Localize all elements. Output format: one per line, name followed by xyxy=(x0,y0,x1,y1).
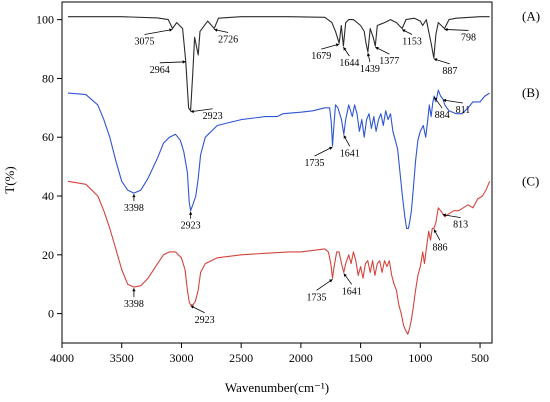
annotation-arrowhead xyxy=(433,229,437,233)
x-tick-label: 1000 xyxy=(408,351,432,365)
annotation-label: 1153 xyxy=(402,36,422,47)
series-label: (C) xyxy=(522,173,539,188)
x-tick-label: 3000 xyxy=(169,351,193,365)
annotation-arrow xyxy=(314,146,333,157)
annotation-label: 2964 xyxy=(150,65,170,76)
annotation-label: 1377 xyxy=(379,56,399,67)
annotation-arrowhead xyxy=(329,146,333,150)
annotation-label: 813 xyxy=(453,220,468,231)
annotation-arrowhead xyxy=(132,194,136,198)
annotation-arrow xyxy=(144,29,173,35)
x-tick-label: 2500 xyxy=(229,351,253,365)
annotation-arrow xyxy=(316,278,333,291)
annotation-arrow xyxy=(321,43,340,50)
annotation-label: 1439 xyxy=(360,64,380,75)
annotation-label: 1641 xyxy=(342,286,362,297)
annotation-arrowhead xyxy=(169,28,173,32)
x-tick-label: 4000 xyxy=(50,351,74,365)
annotation-arrowhead xyxy=(343,273,347,277)
annotation-arrowhead xyxy=(190,109,194,114)
annotation-arrowhead xyxy=(444,27,448,32)
annotation-label: 1644 xyxy=(339,58,359,69)
annotation-arrowhead xyxy=(343,47,347,51)
x-tick-label: 500 xyxy=(471,351,489,365)
annotation-label: 1679 xyxy=(311,51,331,62)
annotation-arrowhead xyxy=(132,288,136,292)
annotation-arrowhead xyxy=(402,29,406,33)
annotation-arrowhead xyxy=(190,305,195,309)
annotation-arrowhead xyxy=(442,98,447,103)
annotation-label: 798 xyxy=(461,32,476,43)
series-layer xyxy=(67,16,491,335)
x-tick-label: 1500 xyxy=(349,351,373,365)
annotation-label: 884 xyxy=(435,110,450,121)
annotation-arrow xyxy=(190,108,213,113)
annotation-label: 2726 xyxy=(218,34,238,45)
y-axis-title: T(%) xyxy=(2,166,17,193)
series-labels: (A) (B) (C) xyxy=(522,9,540,189)
x-tick-label: 2000 xyxy=(289,351,313,365)
y-tick-label: 20 xyxy=(42,248,54,262)
annotation-arrowhead xyxy=(182,60,186,64)
annotation-label: 1641 xyxy=(340,148,360,159)
annotation-label: 2923 xyxy=(181,221,201,232)
annotation-label: 886 xyxy=(432,242,447,253)
plot-frame xyxy=(61,1,493,344)
x-axis-title: Wavenumber(cm⁻¹) xyxy=(225,380,329,395)
annotation-arrowhead xyxy=(188,211,193,215)
annotation-label: 3075 xyxy=(134,36,154,47)
annotation-arrow xyxy=(159,61,186,64)
annotation-label: 3398 xyxy=(124,203,144,214)
series-line xyxy=(67,180,491,335)
annotation-label: 1735 xyxy=(305,158,325,169)
y-tick-label: 80 xyxy=(42,71,54,85)
series-line xyxy=(67,89,490,229)
annotation-label: 2923 xyxy=(203,111,223,122)
annotation-arrowhead xyxy=(433,58,438,62)
y-tick-label: 100 xyxy=(36,13,54,27)
y-axis: 0 20 40 60 80 100 xyxy=(36,13,62,321)
annotation-arrowhead xyxy=(375,46,379,50)
y-tick-label: 60 xyxy=(42,130,54,144)
annotation-arrowhead xyxy=(434,97,438,101)
series-label: (B) xyxy=(522,85,539,100)
annotation-label: 2923 xyxy=(195,315,215,326)
series-label: (A) xyxy=(522,9,540,24)
annotation-arrowhead xyxy=(343,135,347,139)
y-tick-label: 0 xyxy=(48,307,54,321)
annotation-arrowhead xyxy=(214,28,218,32)
annotation-arrowhead xyxy=(335,43,340,47)
x-tick-label: 3500 xyxy=(110,351,134,365)
series-line xyxy=(68,16,490,112)
annotation-arrow xyxy=(442,99,463,104)
annotation-arrowhead xyxy=(366,52,371,57)
annotation-label: 1735 xyxy=(307,292,327,303)
annotation-arrowhead xyxy=(329,279,333,283)
x-axis: 4000 3500 3000 2500 2000 1500 1000 500 xyxy=(50,343,489,365)
annotation-arrow xyxy=(444,29,469,31)
annotation-label: 3398 xyxy=(124,299,144,310)
annotation-arrowhead xyxy=(442,213,446,217)
y-tick-label: 40 xyxy=(42,189,54,203)
annotation-label: 887 xyxy=(442,66,457,77)
annotation-label: 811 xyxy=(456,105,471,116)
